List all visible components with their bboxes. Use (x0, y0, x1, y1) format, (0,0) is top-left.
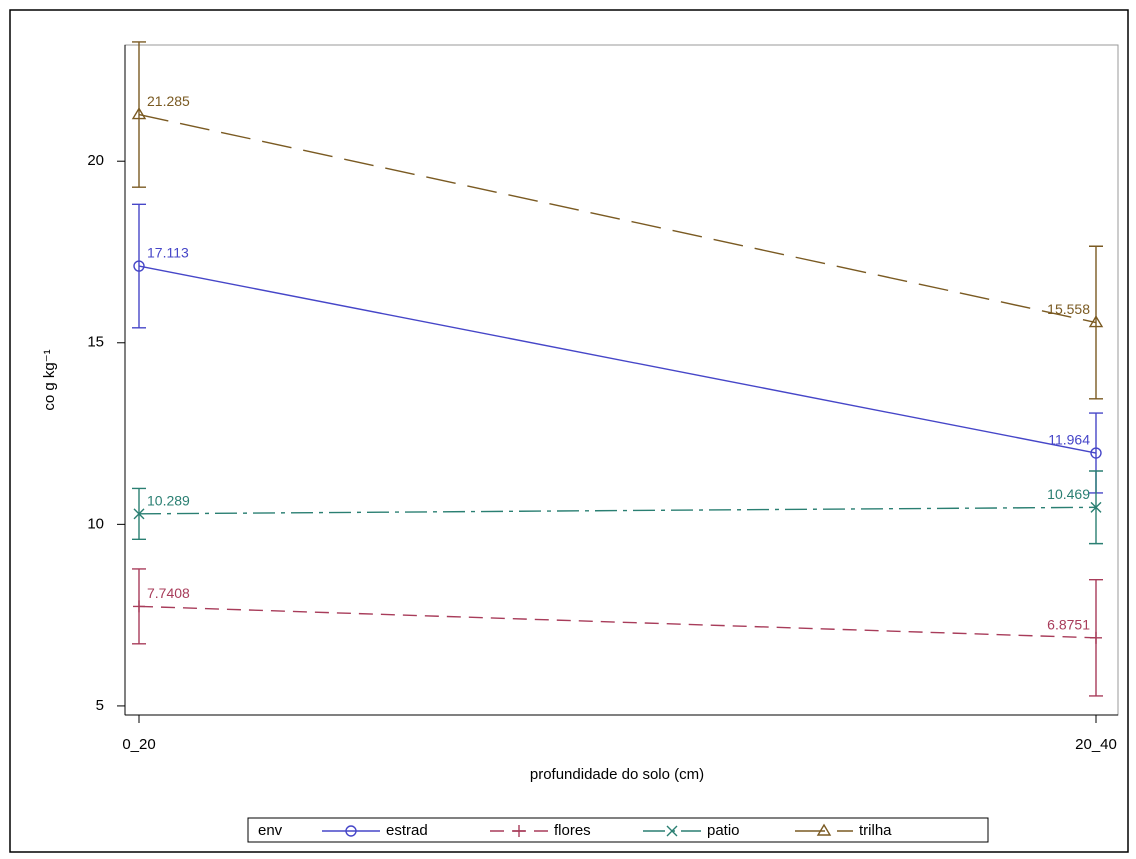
series-line (138, 605, 1097, 639)
error-bar (132, 203, 146, 329)
data-label: 15.558 (1047, 301, 1090, 317)
marker (816, 823, 832, 836)
marker (513, 825, 525, 837)
marker (345, 825, 357, 837)
data-label: 11.964 (1048, 432, 1090, 448)
y-tick-label: 15 (87, 334, 104, 351)
y-tick-label: 5 (96, 697, 104, 714)
x-axis-label: profundidade do solo (cm) (530, 766, 704, 783)
series-line (138, 265, 1097, 454)
marker (1088, 315, 1104, 328)
legend-box (247, 817, 989, 843)
data-label: 7.7408 (147, 585, 190, 601)
marker (666, 825, 678, 837)
series-line (138, 113, 1097, 324)
marker (1090, 501, 1102, 513)
marker (133, 508, 145, 520)
marker (1090, 447, 1102, 459)
x-tick-label: 0_20 (122, 736, 155, 753)
legend-label: estrad (386, 822, 428, 839)
marker (131, 107, 147, 120)
legend-label: trilha (859, 822, 892, 839)
data-label: 21.285 (147, 93, 190, 109)
legend-label: flores (554, 822, 591, 839)
marker (1090, 631, 1102, 644)
data-label: 6.8751 (1047, 617, 1090, 633)
y-axis-label: co g kg⁻¹ (41, 349, 58, 410)
outer-frame (9, 9, 1129, 853)
data-label: 10.469 (1047, 486, 1090, 502)
legend-label: patio (707, 822, 740, 839)
y-tick-label: 20 (87, 152, 104, 169)
marker (133, 260, 145, 272)
error-bar (1089, 245, 1103, 400)
series-line (138, 506, 1097, 515)
data-label: 10.289 (147, 493, 190, 509)
marker (133, 600, 145, 613)
data-label: 17.113 (147, 245, 189, 261)
legend-title: env (258, 822, 283, 839)
y-tick-label: 10 (87, 515, 104, 532)
x-tick-label: 20_40 (1075, 736, 1117, 753)
